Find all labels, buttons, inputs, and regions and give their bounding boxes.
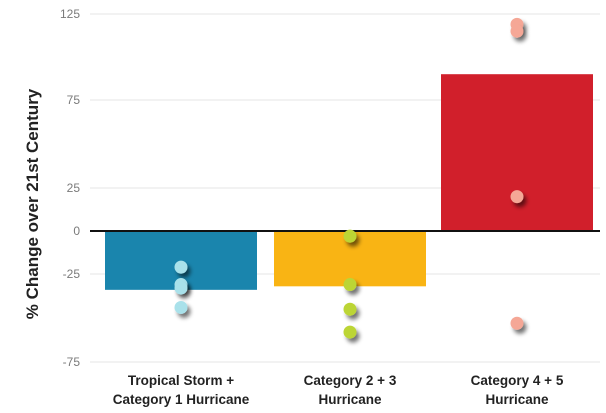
- x-category-label: Tropical Storm + Category 1 Hurricane: [113, 373, 250, 407]
- y-tick-label: 125: [60, 7, 80, 21]
- y-tick-label: 25: [67, 181, 81, 195]
- data-point: [343, 229, 357, 243]
- data-point: [343, 278, 357, 292]
- x-category-labels: Tropical Storm + Category 1 Hurricane Cate…: [113, 373, 564, 407]
- data-point: [343, 302, 357, 316]
- y-tick-label: 75: [67, 93, 81, 107]
- x-category-label: Category 2 + 3 Hurricane: [304, 373, 397, 407]
- y-tick-label: -25: [63, 267, 81, 281]
- data-point: [343, 325, 357, 339]
- data-point: [510, 24, 524, 38]
- bar: [441, 74, 593, 231]
- data-point: [510, 190, 524, 204]
- data-point: [174, 281, 188, 295]
- data-point: [174, 300, 188, 314]
- y-tick-labels: 125 75 25 0 -25 -75: [60, 7, 80, 369]
- data-point: [174, 260, 188, 274]
- data-points: [174, 17, 524, 339]
- bars: [105, 74, 593, 290]
- data-point: [510, 316, 524, 330]
- y-tick-label: -75: [63, 355, 81, 369]
- y-axis-label: % Change over 21st Century: [23, 88, 42, 319]
- x-category-label: Category 4 + 5 Hurricane: [471, 373, 564, 407]
- y-tick-label: 0: [73, 224, 80, 238]
